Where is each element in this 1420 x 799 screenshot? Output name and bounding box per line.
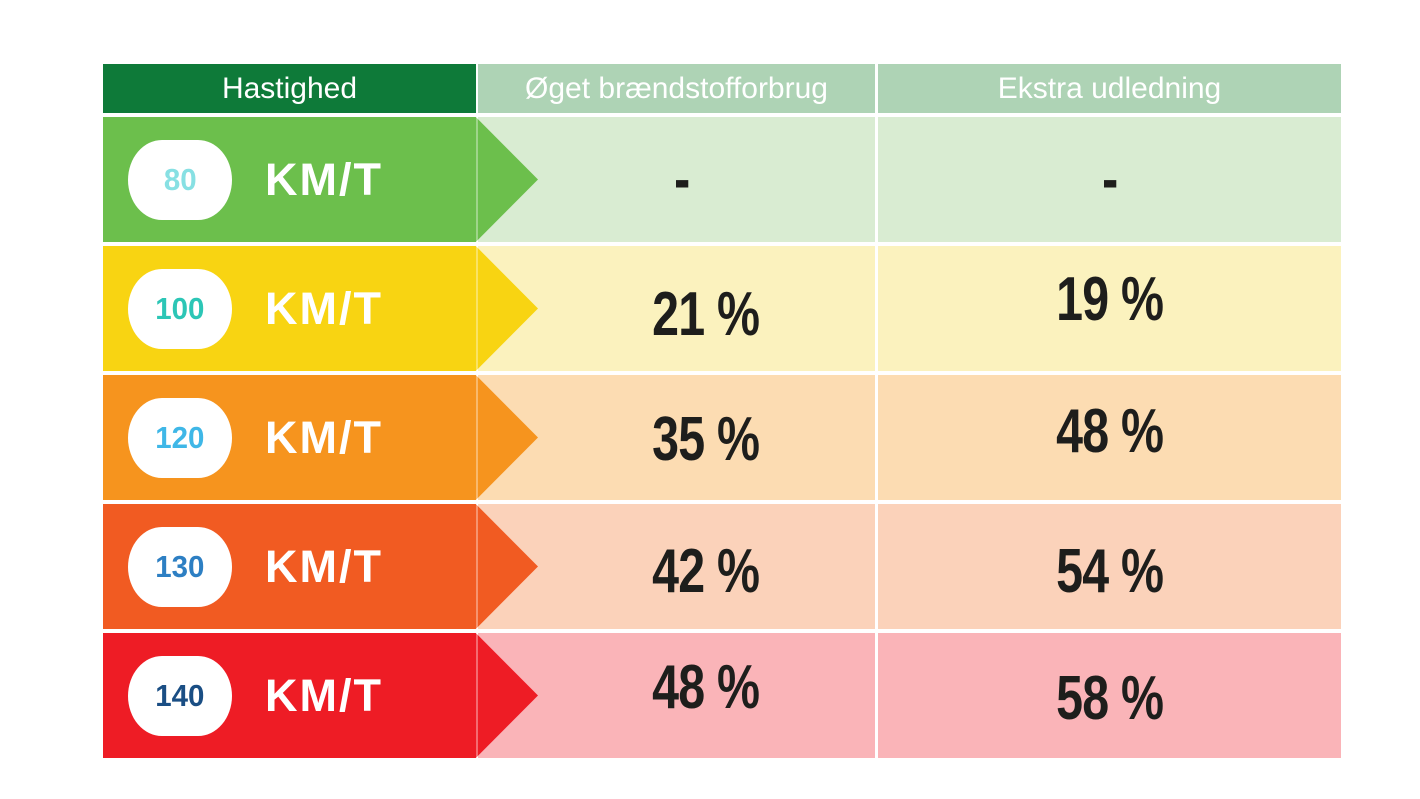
fuel-value: 48 %	[651, 653, 760, 722]
speed-value: 120	[155, 419, 205, 455]
speed-unit-label: KM/T	[265, 153, 383, 205]
speed-value: 140	[155, 677, 205, 713]
column-separator-line	[476, 633, 478, 758]
emission-cell: 48 %	[878, 375, 1341, 500]
speed-arrow-banner: 120 KM/T	[103, 375, 538, 500]
speed-limit-badge: 120	[128, 397, 232, 478]
speed-value: 80	[163, 161, 197, 197]
fuel-value: 42 %	[651, 537, 760, 606]
emission-value: -	[1101, 145, 1118, 214]
speed-arrow-banner: 100 KM/T	[103, 246, 538, 371]
speed-arrow-banner: 130 KM/T	[103, 504, 538, 629]
header-fuel-label: Øget brændstofforbrug	[525, 71, 828, 105]
emission-cell: 54 %	[878, 504, 1341, 629]
speed-limit-badge: 100	[128, 268, 232, 349]
speed-limit-badge: 140	[128, 655, 232, 736]
speed-unit-label: KM/T	[265, 282, 383, 334]
emission-value: 19 %	[1055, 265, 1164, 334]
emission-cell: 19 %	[878, 246, 1341, 371]
speed-unit-label: KM/T	[265, 540, 383, 592]
fuel-value: 21 %	[651, 280, 760, 349]
fuel-cell: 21 %	[478, 246, 875, 371]
column-separator-line	[476, 117, 478, 242]
column-separator-line	[476, 246, 478, 371]
speed-arrow-banner: 140 KM/T	[103, 633, 538, 758]
header-hastighed: Hastighed	[103, 64, 476, 113]
header-hastighed-label: Hastighed	[221, 71, 358, 105]
fuel-value: 35 %	[651, 405, 760, 474]
emission-value: 54 %	[1055, 537, 1164, 606]
emission-value: 58 %	[1055, 664, 1164, 733]
emission-cell: 58 %	[878, 633, 1341, 758]
header-emission: Ekstra udledning	[878, 64, 1341, 113]
header-fuel: Øget brændstofforbrug	[478, 64, 875, 113]
column-separator-line	[476, 504, 478, 629]
table-row-130: 42 % 54 % 130 KM/T	[103, 504, 1341, 629]
emission-value: 48 %	[1055, 397, 1164, 466]
speed-value: 100	[155, 290, 205, 326]
fuel-cell: 35 %	[478, 375, 875, 500]
table-row-120: 35 % 48 % 120 KM/T	[103, 375, 1341, 500]
speed-value: 130	[155, 548, 205, 584]
fuel-cell: 48 %	[478, 633, 875, 758]
speed-fuel-emissions-table: Hastighed Øget brændstofforbrug Ekstra u…	[103, 64, 1341, 762]
speed-limit-badge: 80	[128, 139, 232, 220]
fuel-cell: -	[478, 117, 875, 242]
header-emission-label: Ekstra udledning	[997, 71, 1222, 105]
fuel-cell: 42 %	[478, 504, 875, 629]
emission-cell: -	[878, 117, 1341, 242]
table-row-80: - - 80 KM/T	[103, 117, 1341, 242]
fuel-value: -	[673, 145, 690, 214]
table-row-140: 48 % 58 % 140 KM/T	[103, 633, 1341, 758]
speed-unit-label: KM/T	[265, 669, 383, 721]
speed-unit-label: KM/T	[265, 411, 383, 463]
speed-arrow-banner: 80 KM/T	[103, 117, 538, 242]
table-row-100: 21 % 19 % 100 KM/T	[103, 246, 1341, 371]
speed-limit-badge: 130	[128, 526, 232, 607]
column-separator-line	[476, 375, 478, 500]
table-header-row: Hastighed Øget brændstofforbrug Ekstra u…	[103, 64, 1341, 113]
